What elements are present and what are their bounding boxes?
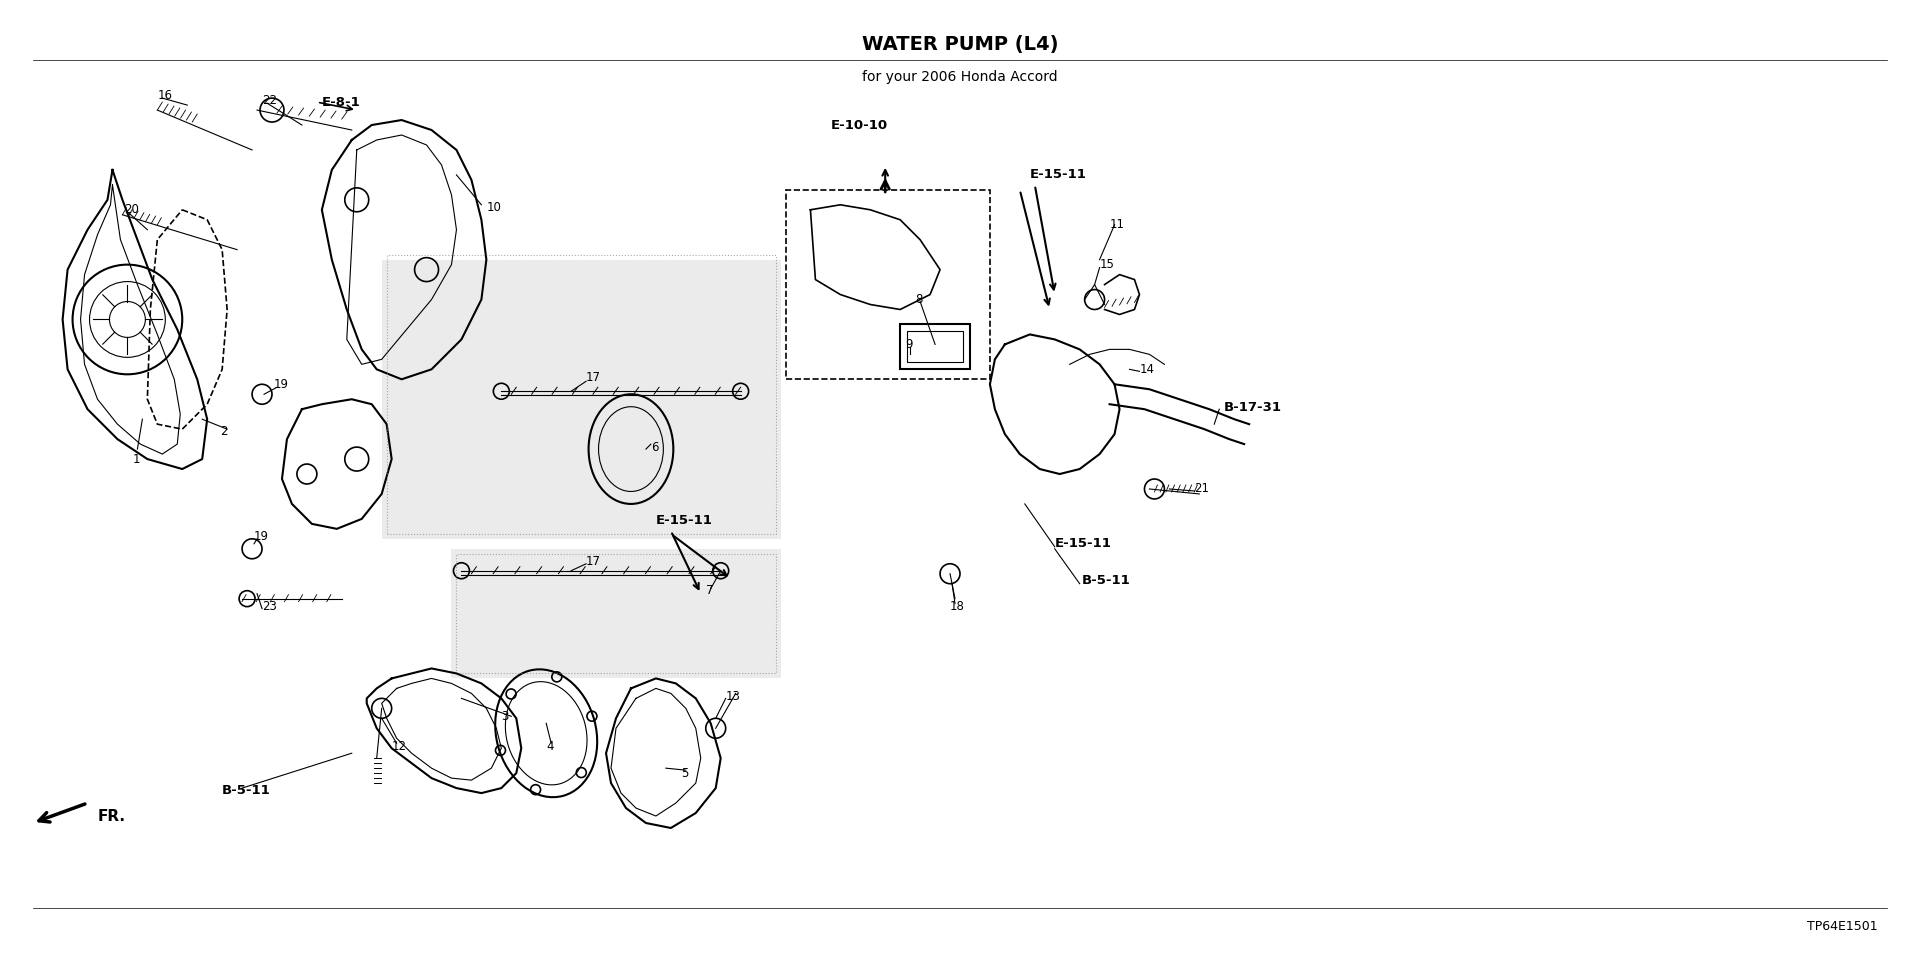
Text: 21: 21 <box>1194 482 1210 496</box>
Text: 19: 19 <box>253 530 269 544</box>
Text: 7: 7 <box>707 584 712 597</box>
Text: 13: 13 <box>726 690 741 703</box>
Text: 20: 20 <box>125 203 140 217</box>
Text: E-15-11: E-15-11 <box>1029 169 1087 181</box>
Text: 12: 12 <box>392 739 407 753</box>
Polygon shape <box>451 549 781 678</box>
Text: 10: 10 <box>486 201 501 214</box>
Text: 17: 17 <box>586 371 601 384</box>
Text: for your 2006 Honda Accord: for your 2006 Honda Accord <box>862 70 1058 84</box>
Text: 19: 19 <box>275 378 290 390</box>
Text: 22: 22 <box>261 94 276 106</box>
Text: 15: 15 <box>1100 258 1114 271</box>
Text: 8: 8 <box>916 293 922 306</box>
Bar <box>900 324 970 369</box>
Text: 5: 5 <box>682 766 687 780</box>
Text: 4: 4 <box>545 739 553 753</box>
Text: 23: 23 <box>261 600 276 613</box>
Bar <box>906 332 964 363</box>
Text: 6: 6 <box>651 440 659 454</box>
Text: E-15-11: E-15-11 <box>1054 537 1112 550</box>
Text: 14: 14 <box>1139 363 1154 376</box>
Text: 16: 16 <box>157 88 173 102</box>
Text: B-5-11: B-5-11 <box>1081 574 1131 587</box>
Bar <box>785 190 991 380</box>
Text: B-5-11: B-5-11 <box>223 784 271 797</box>
Text: E-15-11: E-15-11 <box>657 514 712 527</box>
Text: 18: 18 <box>950 600 966 613</box>
Text: TP64E1501: TP64E1501 <box>1807 920 1878 933</box>
Text: WATER PUMP (L4): WATER PUMP (L4) <box>862 35 1058 55</box>
Text: 3: 3 <box>501 710 509 723</box>
Text: FR.: FR. <box>98 808 125 824</box>
Text: 17: 17 <box>586 555 601 569</box>
Text: B-17-31: B-17-31 <box>1225 401 1283 413</box>
Text: 1: 1 <box>132 453 140 465</box>
Text: 9: 9 <box>904 338 912 351</box>
Text: E-8-1: E-8-1 <box>323 96 361 108</box>
Text: 2: 2 <box>221 425 228 437</box>
Text: E-10-10: E-10-10 <box>829 119 887 131</box>
Polygon shape <box>382 260 781 539</box>
Text: 11: 11 <box>1110 219 1125 231</box>
